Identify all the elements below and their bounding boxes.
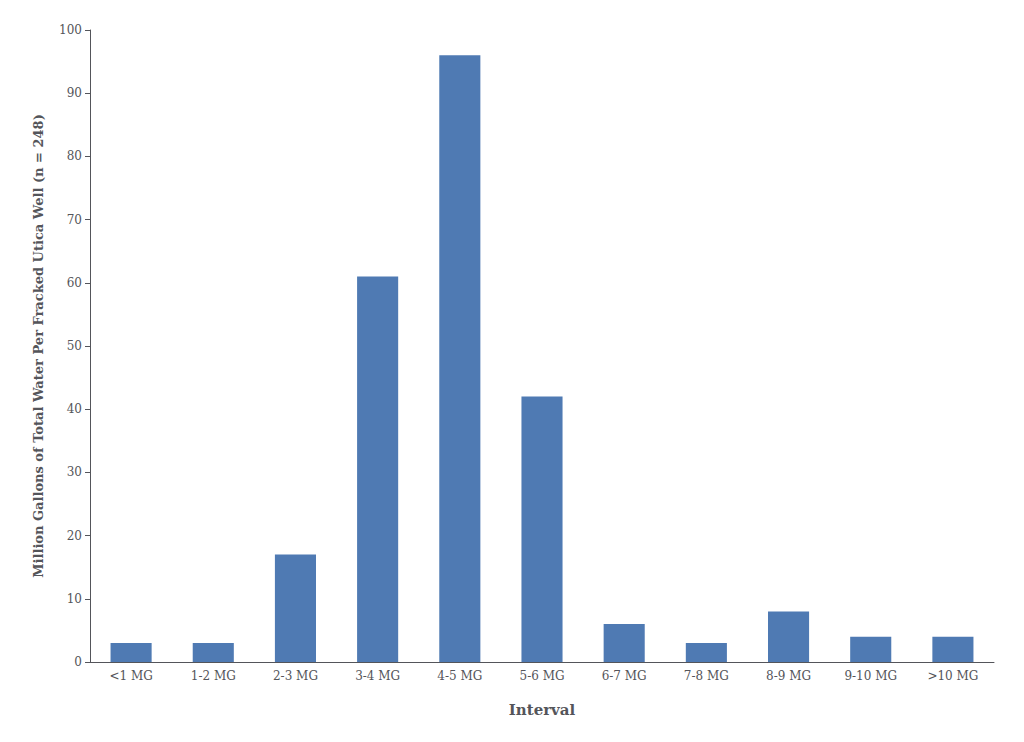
svg-text:20: 20: [67, 529, 82, 543]
svg-text:10: 10: [67, 592, 82, 606]
svg-text:60: 60: [67, 276, 82, 290]
svg-text:3-4 MG: 3-4 MG: [355, 669, 400, 683]
svg-text:<1 MG: <1 MG: [109, 669, 152, 683]
svg-text:6-7 MG: 6-7 MG: [602, 669, 647, 683]
svg-text:8-9 MG: 8-9 MG: [766, 669, 811, 683]
svg-text:80: 80: [67, 149, 82, 163]
svg-text:50: 50: [67, 339, 82, 353]
svg-text:70: 70: [67, 213, 82, 227]
svg-text:40: 40: [67, 402, 82, 416]
svg-text:Million Gallons of Total Water: Million Gallons of Total Water Per Frack…: [31, 114, 46, 578]
svg-text:30: 30: [67, 465, 82, 479]
svg-text:7-8 MG: 7-8 MG: [684, 669, 729, 683]
svg-text:90: 90: [67, 86, 82, 100]
svg-text:2-3 MG: 2-3 MG: [273, 669, 318, 683]
svg-text:5-6 MG: 5-6 MG: [519, 669, 564, 683]
svg-text:0: 0: [74, 655, 82, 669]
svg-text:>10 MG: >10 MG: [927, 669, 978, 683]
svg-text:100: 100: [59, 23, 82, 37]
svg-text:9-10 MG: 9-10 MG: [844, 669, 897, 683]
svg-text:1-2 MG: 1-2 MG: [191, 669, 236, 683]
svg-text:4-5 MG: 4-5 MG: [437, 669, 482, 683]
svg-text:Interval: Interval: [509, 701, 576, 719]
